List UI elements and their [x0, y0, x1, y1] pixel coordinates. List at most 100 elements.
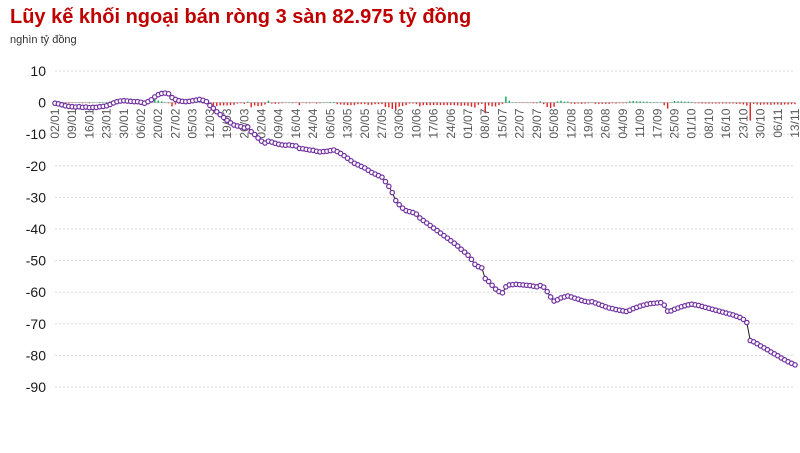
line-marker — [544, 288, 550, 295]
x-axis-label: 13/11 — [788, 108, 800, 137]
y-axis-label: 10 — [30, 63, 46, 79]
y-axis-label: -60 — [26, 284, 46, 300]
daily-sell-bar — [264, 102, 266, 105]
daily-sell-bar — [770, 102, 772, 105]
x-axis-label: 09/04 — [272, 108, 286, 138]
x-axis-label: 08/10 — [702, 108, 716, 138]
daily-buy-bar — [567, 101, 569, 103]
daily-sell-bar — [305, 102, 307, 104]
x-axis-label: 04/09 — [616, 108, 630, 138]
daily-sell-bar — [773, 102, 776, 105]
daily-sell-bar — [708, 102, 710, 104]
daily-sell-bar — [236, 102, 239, 104]
daily-sell-bar — [598, 102, 600, 104]
daily-sell-bar — [494, 102, 497, 107]
daily-sell-bar — [532, 102, 535, 104]
daily-buy-bar — [161, 101, 163, 103]
line-marker — [540, 284, 547, 290]
daily-sell-bar — [439, 102, 442, 106]
daily-buy-bar — [677, 101, 679, 103]
daily-sell-bar — [222, 102, 225, 106]
daily-sell-bar — [357, 102, 359, 105]
x-axis-label: 22/07 — [513, 108, 527, 138]
daily-sell-bar — [546, 102, 548, 108]
daily-sell-bar — [370, 102, 373, 105]
daily-buy-bar — [505, 96, 507, 103]
y-axis-label: -20 — [26, 158, 46, 174]
daily-sell-bar — [498, 102, 500, 106]
x-axis-label: 20/02 — [151, 108, 165, 138]
x-axis-label: 12/03 — [203, 108, 217, 138]
daily-buy-bar — [687, 101, 689, 103]
daily-buy-bar — [333, 101, 335, 103]
daily-sell-bar — [457, 102, 459, 106]
y-axis-label: -80 — [26, 347, 46, 363]
daily-sell-bar — [167, 102, 170, 104]
daily-buy-bar — [684, 101, 686, 103]
daily-sell-bar — [384, 102, 387, 108]
daily-sell-bar — [398, 102, 400, 107]
x-axis-label: 26/03 — [237, 108, 251, 138]
line-marker — [207, 102, 213, 109]
daily-sell-bar — [549, 102, 552, 108]
daily-sell-bar — [381, 102, 383, 105]
x-axis-label: 16/04 — [289, 108, 303, 138]
x-axis-label: 27/05 — [375, 108, 389, 138]
daily-sell-bar — [212, 102, 215, 106]
x-axis-label: 08/07 — [478, 108, 492, 138]
daily-sell-bar — [415, 102, 418, 105]
daily-buy-bar — [632, 101, 634, 103]
x-axis-label: 15/07 — [495, 108, 509, 138]
daily-sell-bar — [739, 102, 741, 104]
daily-sell-bar — [388, 102, 390, 108]
daily-sell-bar — [401, 102, 404, 107]
daily-sell-bar — [432, 102, 435, 106]
x-axis-label: 24/04 — [306, 108, 320, 138]
x-axis-label: 20/05 — [358, 108, 372, 138]
line-marker — [740, 316, 747, 323]
daily-buy-bar — [691, 101, 693, 103]
line-marker — [213, 108, 220, 115]
daily-buy-bar — [563, 101, 566, 103]
daily-sell-bar — [408, 102, 411, 104]
daily-sell-bar — [742, 102, 745, 105]
daily-sell-bar — [257, 102, 259, 107]
daily-sell-bar — [697, 102, 700, 104]
daily-sell-bar — [429, 102, 431, 106]
y-axis-label: 0 — [38, 95, 46, 111]
x-axis-label: 10/06 — [409, 108, 423, 138]
x-axis-label: 23/01 — [100, 108, 114, 138]
daily-sell-bar — [474, 102, 476, 108]
chart-title: Lũy kế khối ngoại bán ròng 3 sàn 82.975 … — [10, 6, 472, 28]
daily-sell-bar — [790, 102, 793, 105]
daily-buy-bar — [329, 101, 332, 103]
line-marker — [482, 275, 489, 282]
daily-sell-bar — [353, 102, 356, 106]
daily-sell-bar — [426, 102, 428, 106]
daily-sell-bar — [229, 102, 232, 106]
daily-sell-bar — [443, 102, 445, 106]
daily-buy-bar — [560, 100, 562, 103]
line-marker — [244, 124, 251, 130]
daily-sell-bar — [484, 102, 486, 114]
daily-buy-bar — [539, 101, 541, 103]
x-axis-label: 09/01 — [65, 108, 79, 138]
daily-sell-bar — [260, 102, 263, 106]
daily-sell-bar — [350, 102, 352, 106]
daily-sell-bar — [367, 102, 369, 105]
daily-sell-bar — [377, 102, 380, 105]
x-axis-labels: 02/01 09/01 16/01 23/01 30/01 06/02 20/02 27/02… — [48, 108, 800, 138]
line-marker — [389, 189, 396, 196]
x-axis-label: 11/09 — [633, 108, 647, 137]
y-axis-labels: 10 0 -10 -20 -30 -40 -50 -60 -70 -80 -90 — [26, 63, 46, 395]
daily-sell-bar — [81, 102, 84, 104]
daily-sell-bar — [68, 102, 70, 104]
daily-sell-bar — [704, 102, 707, 104]
daily-buy-bar — [642, 101, 645, 103]
daily-sell-bar — [412, 102, 414, 104]
daily-sell-bar — [787, 102, 789, 105]
daily-sell-bar — [226, 102, 228, 106]
daily-sell-bar — [666, 102, 669, 109]
daily-sell-bar — [794, 102, 796, 105]
line-marker — [255, 135, 261, 141]
